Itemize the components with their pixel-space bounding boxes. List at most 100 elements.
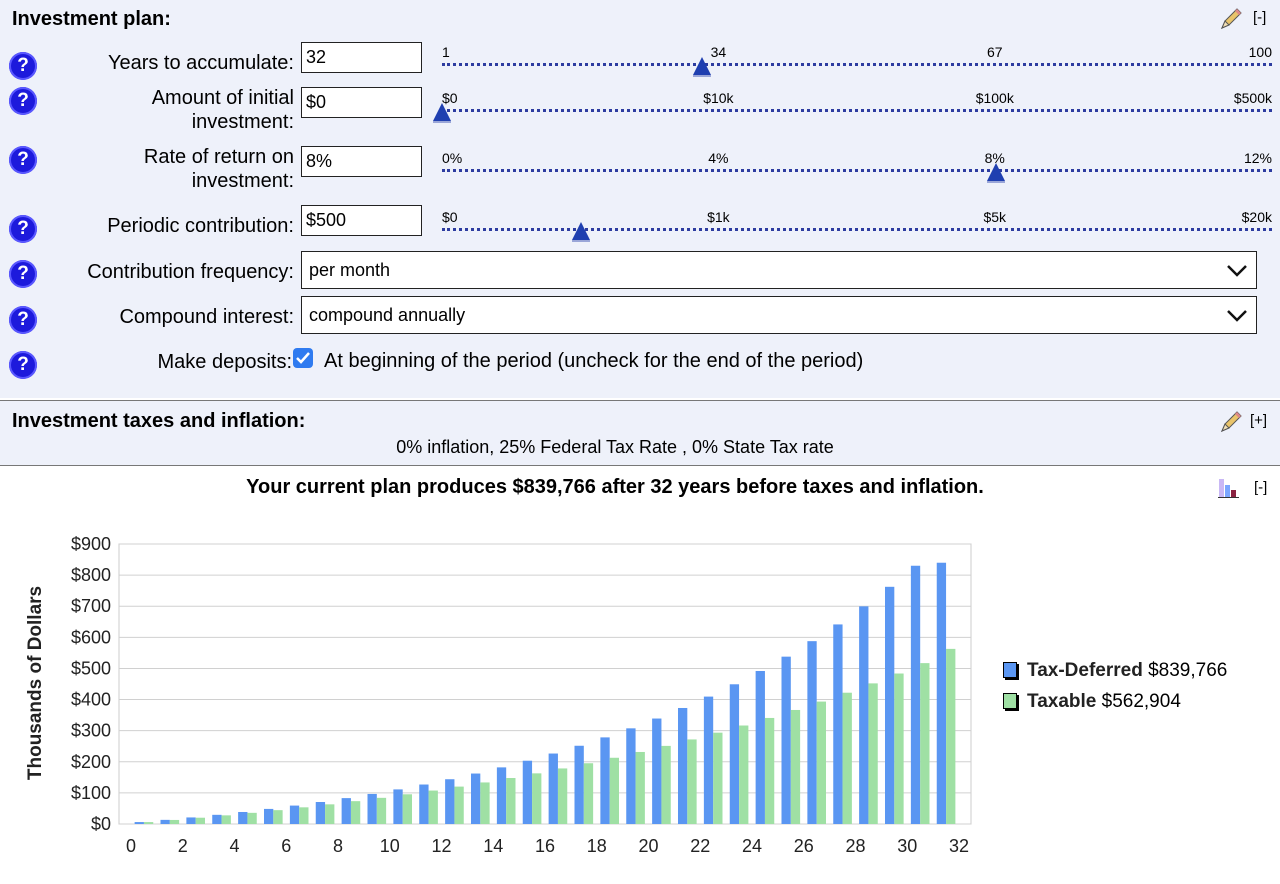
contribution-label: Periodic contribution:	[107, 215, 294, 237]
frequency-select-value: per month	[309, 260, 391, 280]
bar-taxable	[946, 648, 956, 824]
initial-amount-input[interactable]	[301, 87, 422, 118]
frequency-help-icon[interactable]: ?	[9, 260, 37, 288]
x-tick-label: 32	[949, 836, 969, 856]
bar-tax-deferred	[755, 670, 765, 824]
years-slider[interactable]: 1 34 67 100	[442, 44, 1272, 77]
years-input[interactable]	[301, 42, 422, 73]
bar-tax-deferred	[212, 814, 222, 824]
y-tick-label: $300	[71, 721, 111, 741]
slider-tick: $0	[442, 90, 458, 106]
taxes-expand-toggle[interactable]: [+]	[1250, 412, 1268, 429]
deposits-label: Make deposits:	[157, 351, 292, 373]
bar-tax-deferred	[186, 817, 196, 824]
rate-slider-thumb[interactable]	[986, 163, 1005, 183]
plan-collapse-toggle[interactable]: [-]	[1253, 9, 1267, 26]
slider-tick: $5k	[983, 209, 1007, 225]
x-tick-label: 18	[587, 836, 607, 856]
bar-taxable	[428, 790, 438, 824]
bar-taxable	[635, 751, 645, 824]
compound-select[interactable]: compound annually	[301, 296, 1257, 334]
bar-tax-deferred	[315, 802, 326, 824]
bar-taxable	[299, 807, 309, 824]
years-label: Years to accumulate:	[107, 52, 294, 74]
bar-tax-deferred	[626, 728, 636, 824]
years-slider-thumb[interactable]	[692, 57, 711, 77]
contribution-slider[interactable]: $0 $1k $5k $20k	[442, 209, 1272, 242]
legend-swatch	[1003, 693, 1017, 709]
bar-chart-icon[interactable]	[1217, 477, 1245, 499]
bar-taxable	[842, 692, 852, 824]
taxes-summary: 0% inflation, 25% Federal Tax Rate , 0% …	[396, 437, 834, 457]
pencil-edit-icon[interactable]	[1218, 6, 1244, 32]
bar-tax-deferred	[263, 808, 274, 824]
bar-tax-deferred	[470, 773, 481, 824]
bar-taxable	[583, 763, 594, 824]
compound-label: Compound interest:	[119, 306, 294, 328]
slider-tick: 0%	[442, 150, 463, 166]
initial-slider[interactable]: $0 $10k $100k $500k	[433, 90, 1272, 123]
deposits-checkbox[interactable]	[293, 348, 313, 368]
bar-tax-deferred	[522, 760, 533, 824]
compound-help-icon[interactable]: ?	[9, 306, 37, 334]
taxes-title: Investment taxes and inflation:	[12, 410, 306, 432]
y-tick-label: $400	[71, 690, 111, 710]
bar-tax-deferred	[600, 737, 610, 824]
bar-tax-deferred	[936, 562, 947, 824]
bar-tax-deferred	[703, 696, 714, 824]
initial-slider-thumb[interactable]	[433, 103, 451, 123]
y-tick-label: $0	[91, 814, 111, 834]
bar-taxable	[687, 739, 697, 824]
x-tick-label: 0	[126, 836, 136, 856]
chart-collapse-toggle[interactable]: [-]	[1254, 479, 1268, 496]
legend-series-total: $562,904	[1101, 691, 1181, 712]
bar-tax-deferred	[238, 811, 248, 824]
frequency-select[interactable]: per month	[301, 251, 1257, 289]
years-help-icon[interactable]: ?	[9, 52, 37, 80]
legend-series-name: Taxable	[1027, 691, 1097, 712]
bar-tax-deferred	[677, 707, 688, 824]
bar-taxable	[557, 768, 568, 824]
rate-input[interactable]	[301, 146, 422, 177]
bar-tax-deferred	[341, 798, 351, 824]
bar-tax-deferred	[729, 684, 740, 824]
bar-taxable	[764, 717, 775, 824]
x-tick-label: 2	[178, 836, 188, 856]
bar-taxable	[273, 810, 283, 824]
bar-taxable	[247, 812, 257, 824]
slider-track	[442, 228, 1272, 231]
bar-taxable	[195, 817, 206, 824]
contribution-input[interactable]	[301, 205, 422, 236]
x-tick-label: 10	[380, 836, 400, 856]
bar-taxable	[325, 804, 335, 824]
contribution-help-icon[interactable]: ?	[9, 215, 37, 243]
result-panel: Your current plan produces $839,766 afte…	[0, 467, 1280, 884]
y-tick-label: $900	[71, 534, 111, 554]
bar-taxable	[739, 725, 749, 824]
legend-swatch	[1003, 662, 1017, 678]
result-headline: Your current plan produces $839,766 afte…	[246, 476, 984, 498]
slider-tick: $500k	[1233, 90, 1272, 106]
slider-tick: $100k	[975, 90, 1014, 106]
bar-tax-deferred	[393, 789, 403, 824]
initial-help-icon[interactable]: ?	[9, 87, 37, 115]
x-tick-label: 20	[638, 836, 658, 856]
deposits-help-icon[interactable]: ?	[9, 351, 37, 379]
bar-taxable	[713, 732, 723, 824]
y-tick-label: $500	[71, 658, 111, 678]
taxes-panel: Investment taxes and inflation: [+] 0% i…	[0, 400, 1280, 466]
rate-slider[interactable]: 0% 4% 8% 12%	[442, 150, 1272, 183]
slider-tick: 100	[1248, 44, 1272, 60]
deposits-description: At beginning of the period (uncheck for …	[324, 350, 864, 372]
bar-tax-deferred	[652, 718, 662, 824]
bar-tax-deferred	[910, 565, 921, 824]
x-tick-label: 30	[897, 836, 917, 856]
rate-help-icon[interactable]: ?	[9, 146, 37, 174]
bar-tax-deferred	[496, 767, 507, 824]
y-tick-label: $600	[71, 627, 111, 647]
pencil-edit-icon[interactable]	[1218, 409, 1244, 435]
slider-tick: $1k	[707, 209, 730, 225]
x-tick-label: 16	[535, 836, 555, 856]
investment-growth-chart: $0 $100 $200 $300 $400 $500 $600 $700 $800 $900 0…	[25, 534, 972, 856]
contribution-slider-thumb[interactable]	[571, 222, 590, 242]
